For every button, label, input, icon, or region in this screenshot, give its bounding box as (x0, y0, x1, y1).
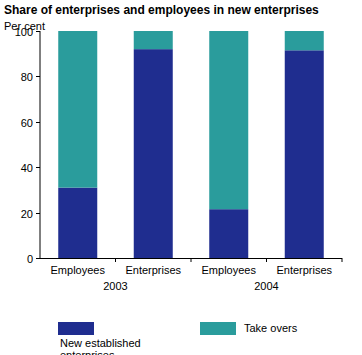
bar-segment (58, 31, 97, 188)
y-tick (36, 122, 40, 123)
bar-segment (285, 50, 324, 258)
y-axis (40, 31, 41, 258)
y-tick (36, 76, 40, 77)
y-tick-label: 20 (21, 208, 33, 220)
x-tick-label: Enterprises (125, 264, 181, 276)
legend-swatch (58, 322, 94, 335)
x-tick (342, 258, 343, 262)
y-tick (36, 258, 40, 259)
y-tick-label: 0 (27, 253, 33, 265)
y-tick (36, 213, 40, 214)
y-tick-label: 100 (15, 26, 33, 38)
legend-label: New established enterprises (60, 337, 160, 355)
legend-label: Take overs (244, 322, 344, 334)
x-tick (266, 258, 267, 262)
y-tick-label: 40 (21, 162, 33, 174)
title: Share of enterprises and employees in ne… (4, 3, 319, 17)
x-tick (191, 258, 192, 262)
y-tick (36, 31, 40, 32)
bar-segment (58, 188, 97, 258)
y-tick-label: 80 (21, 71, 33, 83)
group-label: 2003 (103, 280, 127, 292)
bar-segment (134, 31, 173, 49)
x-tick (115, 258, 116, 262)
bar-segment (134, 49, 173, 258)
x-tick-label: Enterprises (276, 264, 332, 276)
x-tick-label: Employees (51, 264, 106, 276)
y-tick (36, 167, 40, 168)
bar-segment (209, 209, 248, 258)
y-tick-label: 60 (21, 117, 33, 129)
bars (58, 31, 324, 258)
x-tick-label: Employees (202, 264, 257, 276)
bar-segment (285, 31, 324, 50)
group-label: 2004 (254, 280, 278, 292)
legend-swatch (200, 322, 236, 335)
bar-segment (209, 31, 248, 209)
